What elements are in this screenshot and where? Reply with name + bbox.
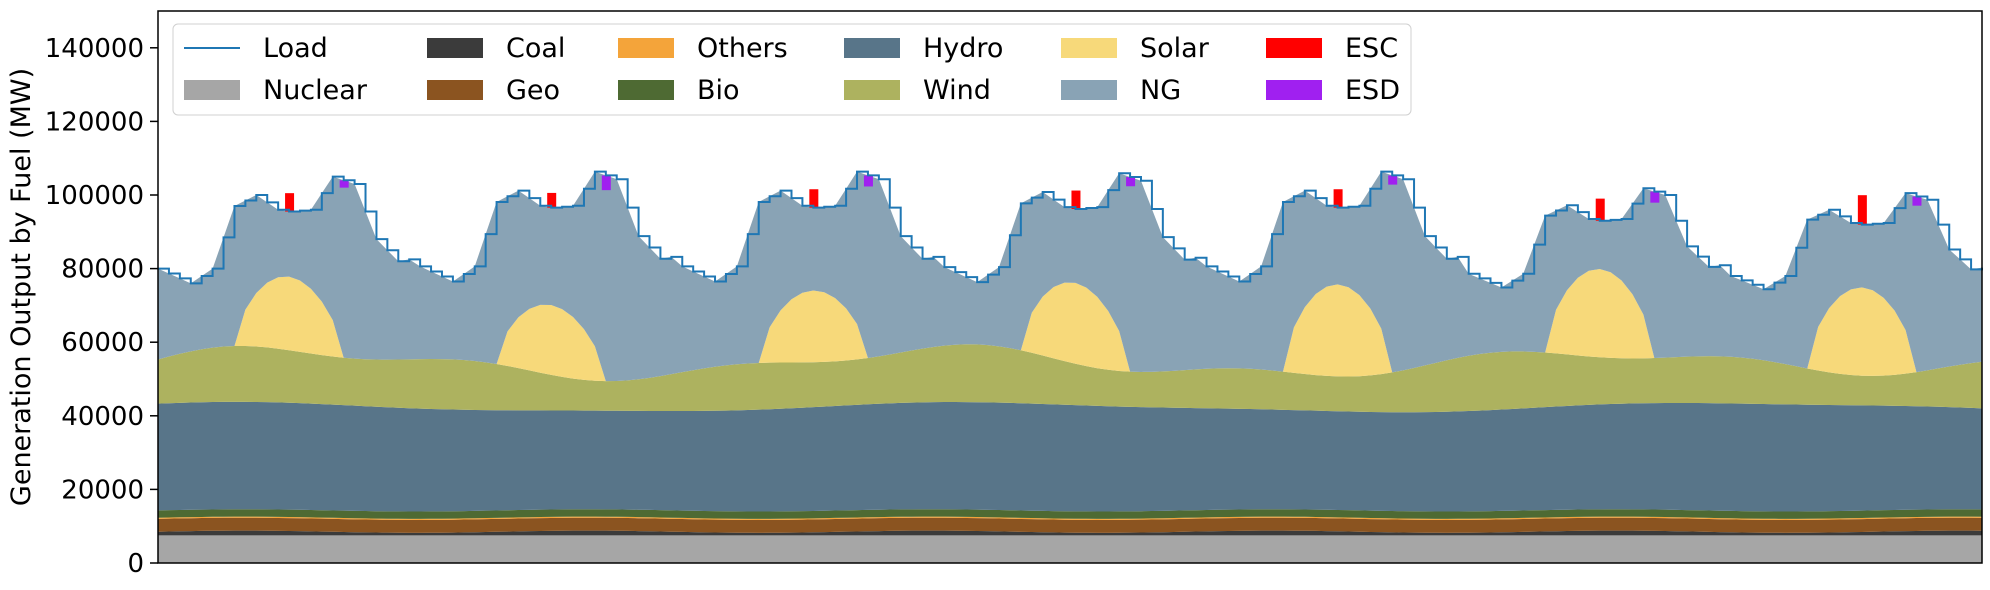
area-nuclear (158, 535, 1982, 563)
legend-label-bio: Bio (697, 75, 740, 106)
legend-swatch-ng (1061, 80, 1117, 100)
legend-swatch-esd (1266, 80, 1322, 100)
legend-swatch-esc (1266, 38, 1322, 58)
legend-swatch-others (618, 38, 674, 58)
legend-swatch-wind (844, 80, 900, 100)
esd-mark (863, 175, 873, 187)
legend-label-hydro: Hydro (923, 33, 1003, 64)
y-tick-label: 20000 (61, 475, 144, 505)
legend-label-others: Others (697, 33, 788, 64)
legend-swatch-hydro (844, 38, 900, 58)
legend-swatch-nuclear (184, 80, 240, 100)
y-tick-label: 140000 (45, 34, 144, 64)
esc-mark (1333, 189, 1343, 208)
legend-label-coal: Coal (506, 33, 565, 64)
area-coal (158, 530, 1982, 536)
area-bio (158, 509, 1982, 519)
y-tick-label: 40000 (61, 402, 144, 432)
legend-swatch-solar (1061, 38, 1117, 58)
legend-swatch-bio (618, 80, 674, 100)
y-axis: 0 20000 40000 60000 80000 100000 120000 140000 (45, 34, 158, 579)
plot-frame (157, 10, 1983, 564)
legend: Load Nuclear Coal Geo Others Bio Hydro Wind Sola… (172, 23, 1412, 116)
load-line (158, 170, 1983, 291)
area-geo (158, 517, 1982, 533)
legend-label-geo: Geo (506, 75, 560, 106)
y-tick-label: 80000 (61, 255, 144, 285)
legend-label-wind: Wind (923, 75, 991, 106)
legend-swatch-coal (427, 38, 483, 58)
esc-mark (1595, 198, 1605, 221)
area-wind (158, 344, 1982, 413)
esd-mark (339, 180, 349, 188)
stacked-areas (158, 171, 1982, 563)
area-ng (158, 171, 1982, 382)
y-axis-title: Generation Output by Fuel (MW) (6, 68, 37, 506)
esc-mark (1071, 190, 1081, 209)
area-solar (158, 268, 1982, 382)
storage-marks (285, 175, 1922, 225)
legend-label-esc: ESC (1345, 33, 1398, 64)
legend-swatch-geo (427, 80, 483, 100)
area-others (158, 516, 1982, 520)
legend-label-esd: ESD (1345, 75, 1400, 106)
legend-label-nuclear: Nuclear (263, 75, 368, 106)
legend-label-ng: NG (1140, 75, 1181, 106)
esd-mark (1388, 175, 1398, 185)
esd-mark (1650, 191, 1660, 203)
esd-mark (1912, 196, 1922, 206)
esd-mark (1126, 177, 1136, 187)
y-tick-label: 60000 (61, 328, 144, 358)
y-tick-label: 0 (127, 549, 144, 579)
esc-mark (547, 192, 557, 208)
legend-label-solar: Solar (1140, 33, 1210, 64)
y-tick-label: 100000 (45, 181, 144, 211)
y-tick-label: 120000 (45, 107, 144, 137)
esc-mark (285, 193, 295, 212)
esc-mark (809, 189, 819, 208)
esd-mark (601, 175, 611, 191)
esc-mark (1857, 195, 1867, 225)
area-hydro (158, 401, 1982, 512)
legend-label-load: Load (263, 33, 328, 64)
